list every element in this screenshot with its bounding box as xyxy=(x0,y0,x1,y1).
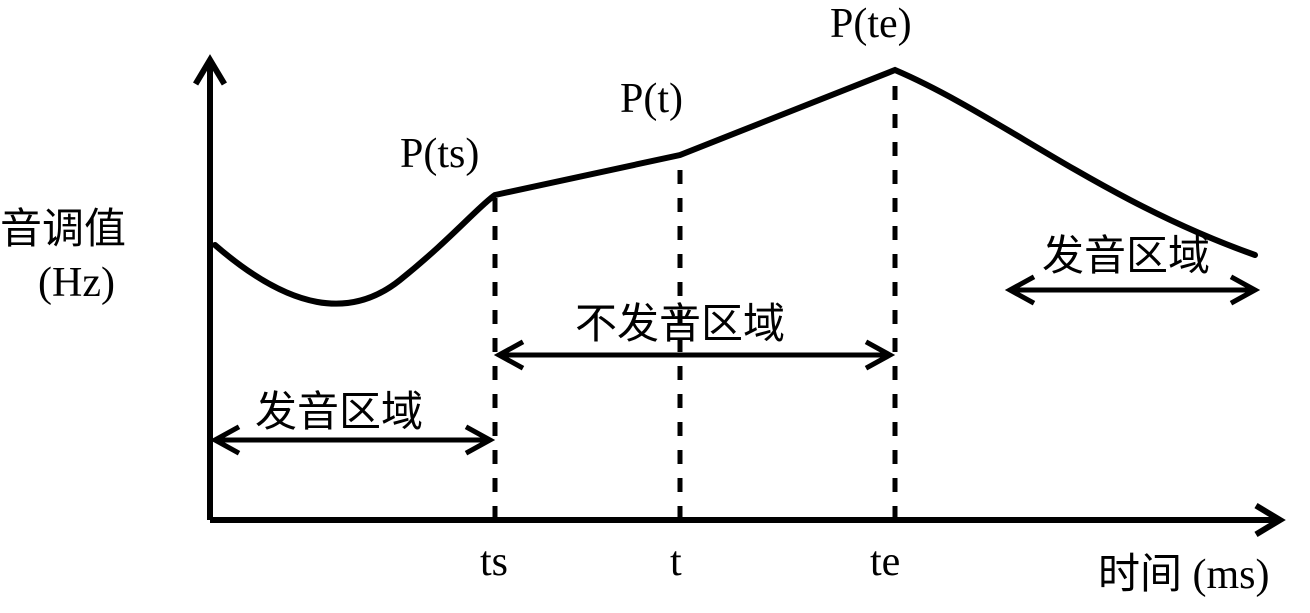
region-label-left: 发音区域 xyxy=(255,378,423,439)
y-axis-unit: (Hz) xyxy=(38,258,115,308)
tick-label-t: t xyxy=(670,538,682,586)
point-label-pt: P(t) xyxy=(620,75,683,123)
tick-label-ts: ts xyxy=(480,538,508,586)
point-label-pts: P(ts) xyxy=(400,130,479,178)
point-label-pte: P(te) xyxy=(830,0,912,48)
y-axis-label: 音调值 xyxy=(0,205,126,255)
pitch-chart: 音调值 (Hz) 时间 (ms) ts t te P(ts) P(t) P(te… xyxy=(0,0,1310,613)
region-label-mid: 不发音区域 xyxy=(575,290,785,351)
region-label-right: 发音区域 xyxy=(1042,222,1210,283)
x-axis-label: 时间 (ms) xyxy=(1098,540,1270,601)
tick-label-te: te xyxy=(870,538,900,586)
